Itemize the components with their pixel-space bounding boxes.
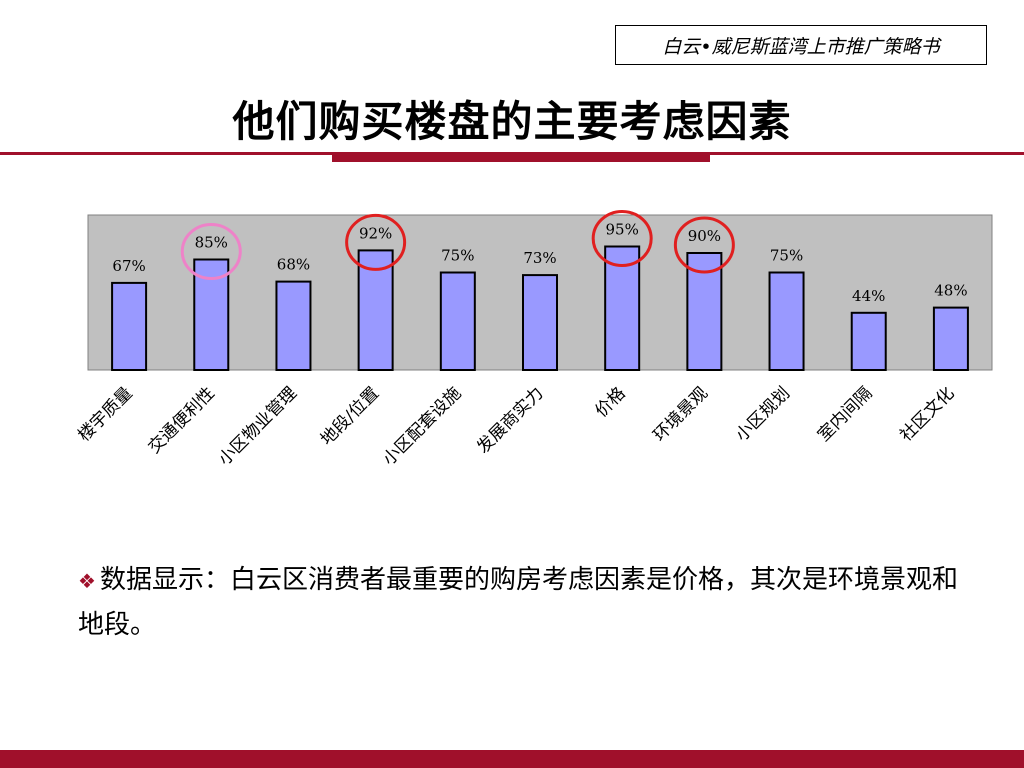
- data-label: 92%: [359, 224, 392, 242]
- x-tick-label: 环境景观: [650, 383, 712, 445]
- bar: [439, 271, 476, 371]
- bar: [522, 274, 558, 371]
- footer-bar: [0, 750, 1024, 768]
- header-tag: 白云•威尼斯蓝湾上市推广策略书: [615, 25, 987, 65]
- data-label: 95%: [606, 221, 639, 239]
- summary-body: 数据显示：白云区消费者最重要的购房考虑因素是价格，其次是环境景观和地段。: [78, 565, 958, 640]
- highlight-circle: [673, 216, 735, 274]
- title-accent-bar: [332, 152, 710, 162]
- x-tick-label: 社区文化: [896, 383, 958, 445]
- data-label: 75%: [441, 247, 474, 265]
- data-label: 67%: [112, 257, 145, 275]
- data-label: 73%: [523, 249, 556, 267]
- data-label: 44%: [852, 287, 885, 305]
- bar-chart: 67% 85% 68% 92% 75% 73% 95% 90% 75% 44% 48% 楼宇质量 交通…: [74, 210, 993, 470]
- bar: [850, 311, 887, 372]
- x-tick-label: 楼宇质量: [74, 383, 136, 445]
- x-tick-label: 交通便利性: [145, 383, 219, 457]
- data-label: 90%: [688, 227, 721, 245]
- bar: [604, 245, 641, 371]
- data-label: 68%: [277, 256, 310, 274]
- x-tick-label: 地段/位置: [317, 383, 383, 449]
- x-tick-label: 小区规划: [732, 383, 794, 445]
- bar: [932, 306, 969, 371]
- diamond-bullet-icon: ❖: [78, 569, 96, 593]
- data-label: 75%: [770, 247, 803, 265]
- page-title: 他们购买楼盘的主要考虑因素: [232, 97, 792, 146]
- summary-text: ❖ 数据显示：白云区消费者最重要的购房考虑因素是价格，其次是环境景观和地段。: [78, 558, 978, 647]
- x-tick-label: 小区配套设施: [379, 383, 465, 469]
- bar: [111, 281, 148, 371]
- x-tick-label: 价格: [592, 383, 630, 421]
- highlight-circle: [180, 223, 242, 280]
- bar: [768, 271, 805, 371]
- highlight-circle: [591, 210, 653, 267]
- data-label: 48%: [934, 282, 967, 300]
- x-tick-label: 发展商实力: [473, 383, 547, 457]
- x-tick-label: 小区物业管理: [215, 383, 301, 469]
- x-tick-label: 室内间隔: [814, 383, 876, 445]
- data-label: 85%: [195, 234, 228, 252]
- highlight-circle: [345, 213, 407, 271]
- bar: [275, 280, 312, 371]
